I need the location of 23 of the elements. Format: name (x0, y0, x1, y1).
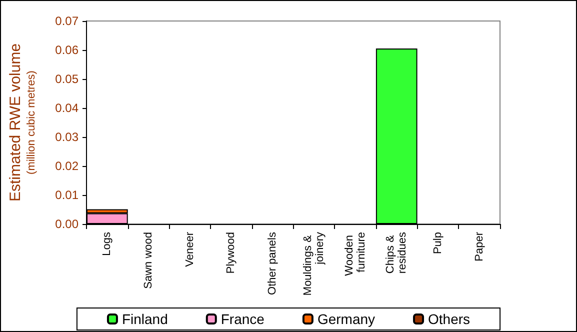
x-tick-label: Sawn wood (142, 232, 155, 289)
x-tick-label: Paper (473, 232, 486, 262)
legend-label: France (220, 311, 265, 327)
y-tick-label: 0.01 (55, 188, 79, 202)
y-tick-label: 0.05 (55, 72, 79, 86)
y-tick-label: 0.06 (55, 43, 79, 57)
y-axis-title: Estimated RWE volume (million cubic metres) (7, 43, 38, 202)
legend-label: Germany (317, 311, 376, 327)
x-tick-label: Other panels (266, 232, 279, 295)
y-tick-label: 0.07 (55, 14, 79, 28)
y-tick-label: 0.04 (55, 101, 79, 115)
x-tick-label: Logs (101, 232, 114, 256)
y-tick-label: 0.02 (55, 159, 79, 173)
legend-label: Finland (122, 311, 168, 327)
y-tick-label: 0.00 (55, 217, 79, 231)
y-tick-label: 0.03 (55, 130, 79, 144)
legend-label: Others (428, 311, 470, 327)
x-tick-label: Veneer (184, 232, 196, 267)
x-tick-label: Mouldings & joinery (302, 232, 326, 296)
x-tick-label: Wooden furniture (343, 232, 368, 276)
x-tick-label: Plywood (225, 232, 238, 274)
x-tick-label: Chips & residues (384, 232, 409, 274)
x-tick-label: Pulp (432, 232, 444, 254)
